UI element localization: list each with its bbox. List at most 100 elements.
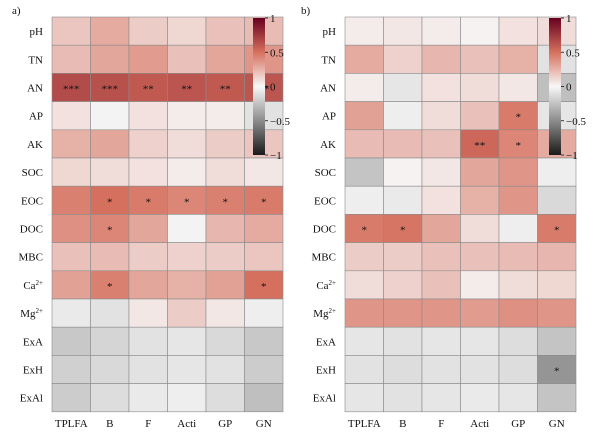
heatmap-cell (90, 326, 130, 356)
heatmap-cell (128, 242, 168, 272)
significance-mark: * (516, 140, 522, 152)
heatmap-cell (421, 73, 461, 102)
row-label: ExA (316, 336, 336, 348)
heatmap-cell (498, 214, 538, 243)
heatmap-cell (205, 16, 245, 46)
heatmap-cell (167, 214, 207, 243)
heatmap-panel-a: a)pHTN**************ANAPAKSOC*****EOC*DO… (12, 5, 290, 430)
colorbar-tick-label: −1 (566, 150, 578, 162)
colorbar-gradient (549, 18, 561, 155)
heatmap-cell (244, 298, 284, 328)
heatmap-cell (128, 157, 168, 187)
significance-mark: * (261, 281, 267, 293)
heatmap-cell (498, 326, 538, 356)
significance-mark: * (554, 225, 560, 237)
heatmap-cell (344, 214, 384, 243)
colorbar-gradient (253, 18, 265, 155)
column-label: TPLFA (348, 418, 381, 430)
column-label: F (438, 418, 444, 430)
heatmap-cell (90, 101, 130, 131)
heatmap-cell (90, 16, 130, 46)
heatmap-cell (460, 157, 500, 187)
heatmap-cell (51, 157, 91, 187)
heatmap-cell (421, 383, 461, 413)
heatmap-cell (498, 73, 538, 102)
heatmap-cell (205, 355, 245, 384)
heatmap-cell (244, 185, 284, 215)
heatmap-cell (537, 298, 577, 328)
colorbar-tick-label: 1 (270, 13, 276, 25)
heatmap-cell (205, 270, 245, 300)
heatmap-cell (128, 326, 168, 356)
heatmap-cell (205, 298, 245, 328)
heatmap-cell (344, 44, 384, 74)
heatmap-cell (90, 129, 130, 159)
heatmap-cell (460, 16, 500, 46)
heatmap-cell (498, 383, 538, 413)
heatmap-cell (51, 298, 91, 328)
heatmap-cell (460, 101, 500, 131)
heatmap-cell (244, 355, 284, 384)
heatmap-cell (205, 101, 245, 131)
heatmap-cell (383, 44, 423, 74)
heatmap-cell (51, 242, 91, 272)
significance-mark: ** (143, 84, 154, 96)
heatmap-cell (421, 270, 461, 300)
heatmap-cell (205, 242, 245, 272)
heatmap-cell (498, 101, 538, 131)
heatmap-cell (537, 242, 577, 272)
row-label: MBC (19, 252, 43, 264)
significance-mark: * (146, 196, 152, 208)
heatmap-cell (383, 355, 423, 384)
heatmap-cell (167, 73, 207, 102)
significance-mark: * (554, 366, 560, 378)
row-label: TN (28, 54, 43, 66)
heatmap-cell (51, 16, 91, 46)
heatmap-cell (205, 214, 245, 243)
heatmap-cell (51, 383, 91, 413)
heatmap-cell (383, 157, 423, 187)
heatmap-cell (383, 73, 423, 102)
row-label: AP (29, 111, 43, 123)
heatmap-cell (167, 270, 207, 300)
significance-mark: * (107, 281, 113, 293)
column-label: Acti (177, 418, 196, 430)
heatmap-cell (421, 298, 461, 328)
row-label: AN (320, 83, 336, 95)
heatmap-cell (167, 383, 207, 413)
heatmap-cell (128, 355, 168, 384)
column-label: GN (549, 418, 565, 430)
colorbar-tick-label: −0.5 (270, 116, 290, 128)
heatmap-cell (421, 326, 461, 356)
heatmap-cell (498, 44, 538, 74)
colorbar-tick-label: −0.5 (566, 116, 586, 128)
column-label: GP (511, 418, 525, 430)
heatmap-cell (383, 185, 423, 215)
colorbar-tick-label: 0.5 (270, 47, 284, 59)
heatmap-cell (421, 44, 461, 74)
heatmap-cell (537, 355, 577, 384)
heatmap-cell (421, 157, 461, 187)
heatmap-cell (344, 101, 384, 131)
heatmap-cell (460, 242, 500, 272)
heatmap-cell (51, 185, 91, 215)
heatmap-cell (460, 270, 500, 300)
significance-mark: * (400, 225, 406, 237)
heatmap-cell (90, 355, 130, 384)
row-label: Mg2+ (20, 307, 43, 320)
significance-mark: ** (474, 140, 485, 152)
panel-label: b) (301, 5, 311, 17)
row-label: pH (323, 26, 337, 38)
heatmap-cell (460, 214, 500, 243)
heatmap-cell (421, 355, 461, 384)
heatmap-cell (498, 298, 538, 328)
row-label: pH (30, 26, 44, 38)
heatmap-cell (51, 101, 91, 131)
heatmap-cell (383, 270, 423, 300)
heatmap-cell (344, 383, 384, 413)
heatmap-cell (460, 298, 500, 328)
heatmap-cell (90, 44, 130, 74)
heatmap-cell (498, 355, 538, 384)
